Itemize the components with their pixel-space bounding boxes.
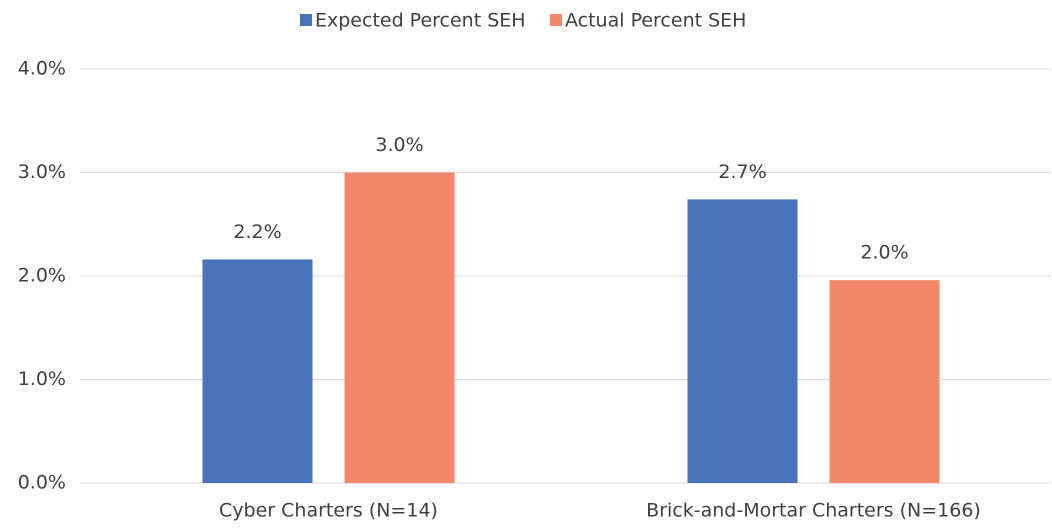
x-tick-label: Cyber Charters (N=14)	[219, 500, 438, 522]
legend-swatch	[300, 14, 312, 26]
y-tick-label: 3.0%	[18, 161, 66, 183]
bar	[344, 172, 455, 483]
bar	[829, 280, 940, 483]
legend-label: Expected Percent SEH	[315, 10, 526, 32]
value-label: 3.0%	[375, 134, 423, 156]
bar	[202, 259, 313, 483]
y-tick-label: 4.0%	[18, 58, 66, 80]
value-label: 2.7%	[718, 161, 766, 183]
bar	[687, 199, 798, 483]
value-label: 2.2%	[233, 221, 281, 243]
y-tick-label: 2.0%	[18, 265, 66, 287]
y-tick-label: 1.0%	[18, 368, 66, 390]
legend-label: Actual Percent SEH	[565, 10, 746, 32]
x-tick-label: Brick-and-Mortar Charters (N=166)	[646, 500, 981, 522]
legend-swatch	[550, 14, 562, 26]
y-tick-label: 0.0%	[18, 472, 66, 494]
value-label: 2.0%	[860, 242, 908, 264]
